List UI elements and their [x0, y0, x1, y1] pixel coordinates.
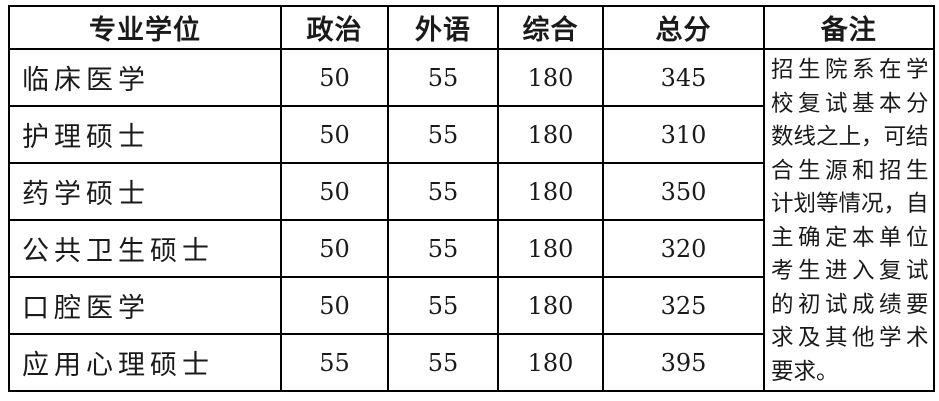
- score-cell: 50: [280, 48, 389, 107]
- table-row: 应用心理硕士 55 55 180 395: [8, 333, 934, 392]
- score-cell: 50: [280, 105, 389, 164]
- score-cell: 50: [280, 219, 389, 278]
- score-cell: 320: [602, 219, 765, 278]
- score-cell: 350: [602, 162, 765, 221]
- table-row: 口腔医学 50 55 180 325: [8, 276, 934, 335]
- score-cell: 180: [497, 48, 604, 107]
- score-cell: 310: [602, 105, 765, 164]
- score-cell: 55: [387, 48, 499, 107]
- score-cell: 55: [387, 162, 499, 221]
- score-cell: 180: [497, 105, 604, 164]
- column-header: 备注: [763, 5, 935, 50]
- header-row: 专业学位 政治 外语 综合 总分 备注: [8, 5, 935, 50]
- table-body: 临床医学 50 55 180 345 招生院系在学 校复试基本分 数线之上，可结 合生源和招生计…: [8, 48, 935, 392]
- column-header: 总分: [602, 5, 765, 50]
- remark-cell: 招生院系在学 校复试基本分 数线之上，可结 合生源和招生 计划等情况，自 主确定本单位 考生…: [763, 48, 935, 392]
- major-name-cell: 护理硕士: [8, 105, 282, 164]
- remark-line: 要求。: [771, 358, 839, 385]
- table-row: 护理硕士 50 55 180 310: [8, 105, 934, 164]
- score-cell: 55: [387, 333, 499, 392]
- score-cell: 50: [280, 162, 389, 221]
- table-row: 临床医学 50 55 180 345 招生院系在学 校复试基本分 数线之上，可结 合生源和招生计…: [8, 48, 935, 392]
- score-cell: 345: [602, 48, 765, 107]
- score-cell: 325: [602, 276, 765, 335]
- major-name-cell: 公共卫生硕士: [8, 219, 282, 278]
- score-cell: 55: [280, 333, 389, 392]
- remark-line: 计划等情况，自: [771, 191, 929, 217]
- admission-score-table: 专业学位 政治 外语 综合 总分 备注 临床医学 50 55 180 345 招生院系在学 校复试基本…: [8, 5, 935, 392]
- remark-line: 主确定本单位: [771, 224, 929, 251]
- column-header: 外语: [387, 5, 499, 50]
- score-cell: 180: [497, 219, 604, 278]
- table-row: 公共卫生硕士 50 55 180 320: [8, 219, 934, 278]
- remark-line: 招生院系在学: [771, 57, 929, 83]
- remark-line: 求及其他学术: [771, 325, 929, 351]
- score-cell: 180: [497, 276, 604, 335]
- table-row: 药学硕士 50 55 180 350: [8, 162, 934, 221]
- remark-line: 数线之上，可结: [771, 124, 929, 150]
- column-header: 综合: [497, 5, 604, 50]
- score-cell: 55: [387, 276, 499, 335]
- score-cell: 180: [497, 162, 604, 221]
- remark-line: 校复试基本分: [771, 90, 929, 117]
- remark-line: 合生源和招生: [771, 157, 929, 184]
- score-cell: 180: [497, 333, 604, 392]
- column-header: 政治: [280, 5, 389, 50]
- score-cell: 50: [280, 276, 389, 335]
- major-name-cell: 口腔医学: [8, 276, 282, 335]
- score-cell: 395: [602, 333, 765, 392]
- column-header: 专业学位: [8, 5, 282, 50]
- major-name-cell: 临床医学: [8, 48, 282, 107]
- score-cell: 55: [387, 105, 499, 164]
- major-name-cell: 药学硕士: [8, 162, 282, 221]
- score-cell: 55: [387, 219, 499, 278]
- remark-line: 的初试成绩要: [771, 291, 929, 318]
- remark-line: 考生进入复试: [771, 258, 929, 284]
- major-name-cell: 应用心理硕士: [8, 333, 282, 392]
